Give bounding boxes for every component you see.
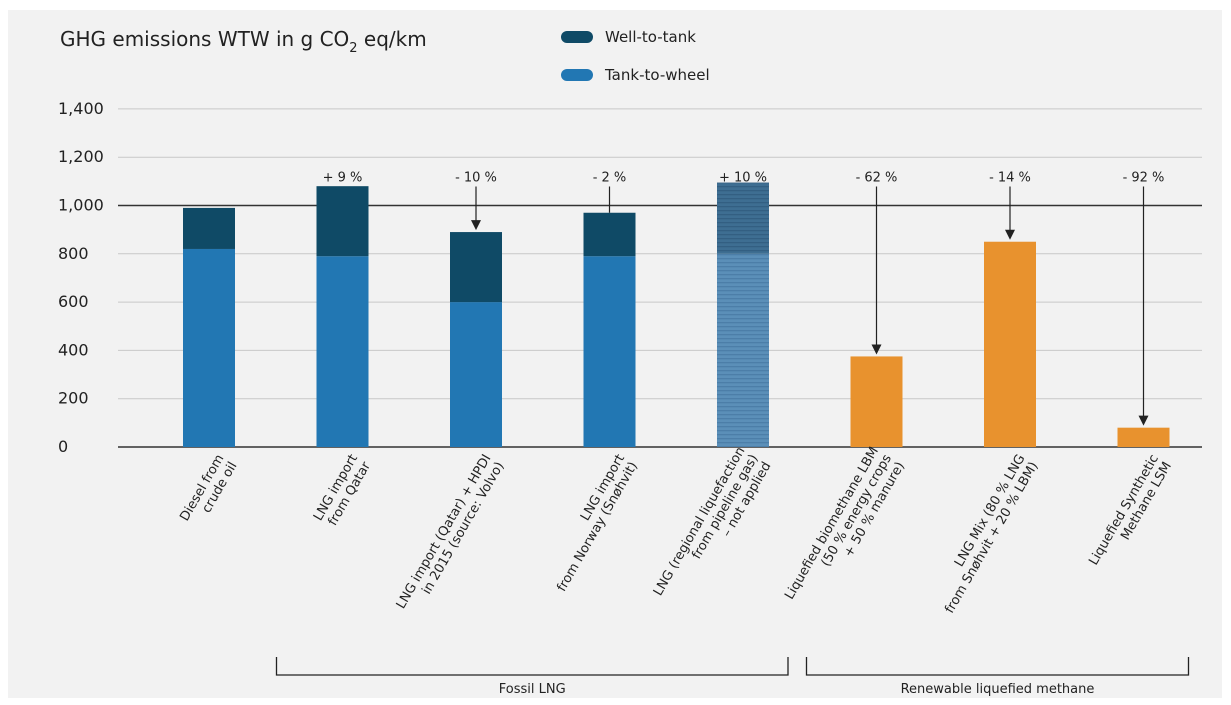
- bar-renewable-7: [1117, 427, 1170, 447]
- bar-well-to-tank-2: [450, 232, 502, 303]
- bar-tank-to-wheel-3: [583, 256, 636, 447]
- bar-renewable-6: [984, 241, 1036, 447]
- group-label-0: Fossil LNG: [499, 682, 566, 697]
- group-bracket-1: [805, 657, 1190, 676]
- bar-renewable-5: [850, 356, 903, 447]
- y-axis: 0 200 400 600 800 1,000 1,200 1,400: [58, 99, 104, 456]
- bar-well-to-tank-4: [717, 182, 769, 254]
- y-tick-label: 600: [58, 292, 89, 311]
- x-tick-label: Liquefied Synthetic: [1086, 452, 1162, 568]
- x-tick-label: LNG import (Qatar) + HPDI: [394, 452, 495, 612]
- change-label-5: - 62 %: [856, 171, 898, 186]
- change-label-1: + 9 %: [323, 171, 363, 186]
- legend: Well-to-tank Tank-to-wheel: [561, 28, 710, 84]
- legend-label-1: Tank-to-wheel: [604, 66, 710, 84]
- y-tick-label: 400: [58, 340, 89, 359]
- change-label-7: - 92 %: [1123, 171, 1165, 186]
- y-tick-label: 1,000: [58, 196, 104, 215]
- chart-title: GHG emissions WTW in g CO2 eq/km: [60, 27, 427, 56]
- change-annotations: + 9 % - 10 % - 2 % + 10 % - 62 % - 14 % - 92 %: [323, 171, 1165, 426]
- bar-well-to-tank-1: [316, 186, 369, 257]
- bar-tank-to-wheel-2: [450, 302, 502, 447]
- bar-tank-to-wheel-1: [316, 256, 369, 447]
- change-arrow-head-7: [1138, 415, 1149, 426]
- bar-tank-to-wheel-4: [717, 253, 769, 447]
- change-label-3: - 2 %: [593, 171, 627, 186]
- legend-label-0: Well-to-tank: [605, 28, 696, 46]
- change-arrow-head-5: [871, 344, 882, 355]
- title-suffix: eq/km: [358, 27, 427, 51]
- bar-well-to-tank-3: [583, 212, 636, 257]
- change-label-2: - 10 %: [455, 171, 497, 186]
- x-tick-label: from Snøhvit + 20 % LBM): [942, 460, 1041, 617]
- legend-swatch-0: [561, 31, 593, 43]
- gridlines: [118, 108, 1202, 448]
- y-tick-label: 0: [58, 437, 68, 456]
- y-tick-label: 1,400: [58, 99, 104, 118]
- group-bracket-0: [275, 657, 789, 676]
- change-label-4: + 10 %: [719, 171, 767, 186]
- legend-swatch-1: [561, 69, 593, 81]
- title-text: GHG emissions WTW in g CO: [60, 27, 349, 51]
- change-arrow-head-2: [471, 220, 481, 231]
- change-label-6: - 14 %: [989, 171, 1031, 186]
- title-subscript: 2: [349, 41, 357, 56]
- chart-panel: GHG emissions WTW in g CO2 eq/km Well-to…: [8, 10, 1222, 698]
- bar-well-to-tank-0: [183, 207, 235, 249]
- y-tick-label: 800: [58, 244, 89, 263]
- category-groups: Fossil LNG Renewable liquefied methane: [275, 657, 1190, 697]
- change-arrow-head-6: [1005, 229, 1015, 240]
- x-tick-label: from Norway (Snøhvit): [554, 460, 641, 595]
- y-tick-label: 200: [58, 389, 89, 408]
- bar-tank-to-wheel-0: [183, 248, 235, 447]
- x-tick-label: in 2015 (source: Volvo): [419, 460, 507, 598]
- ghg-emissions-chart: GHG emissions WTW in g CO2 eq/km Well-to…: [58, 27, 1202, 697]
- y-tick-label: 1,200: [58, 147, 104, 166]
- bars: [183, 182, 1170, 447]
- group-label-1: Renewable liquefied methane: [901, 682, 1095, 697]
- x-label-group-5: Liquefied biomethane LBM(50 % energy cro…: [782, 445, 908, 603]
